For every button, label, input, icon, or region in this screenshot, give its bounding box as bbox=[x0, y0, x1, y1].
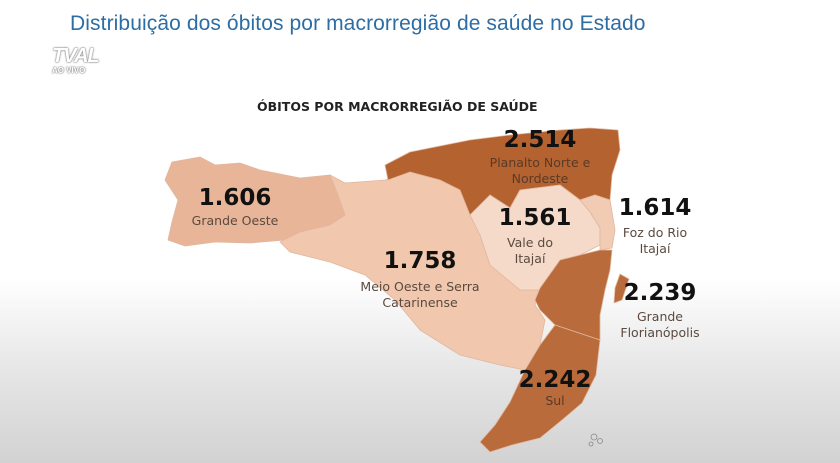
live-badge: AO VIVO bbox=[52, 66, 86, 75]
value-grande-oeste: 1.606 bbox=[198, 185, 272, 211]
region-grande-florianopolis-island[interactable] bbox=[613, 273, 630, 304]
label-planalto-norte: Planalto Norte e Nordeste bbox=[489, 155, 591, 186]
region-sul[interactable] bbox=[479, 324, 601, 453]
label-grande-oeste: Grande Oeste bbox=[191, 213, 279, 228]
map-subtitle: ÓBITOS POR MACRORREGIÃO DE SAÚDE bbox=[257, 99, 538, 114]
label-foz-rio-itajai: Foz do Rio Itajaí bbox=[622, 225, 688, 256]
region-grande-florianopolis[interactable] bbox=[534, 249, 613, 341]
value-sul: 2.242 bbox=[518, 367, 592, 393]
page-title: Distribuição dos óbitos por macrorregião… bbox=[70, 12, 646, 35]
broadcaster-logo: TVAL AO VIVO bbox=[52, 46, 104, 80]
label-vale-itajai: Vale do Itajaí bbox=[507, 235, 553, 266]
value-vale-itajai: 1.561 bbox=[498, 205, 572, 231]
value-meio-oeste: 1.758 bbox=[383, 248, 457, 274]
label-sul: Sul bbox=[545, 393, 565, 408]
region-foz-rio-itajai[interactable] bbox=[579, 194, 616, 251]
label-grande-florianopolis: Grande Florianópolis bbox=[620, 309, 700, 340]
label-meio-oeste: Meio Oeste e Serra Catarinense bbox=[360, 279, 480, 310]
value-planalto-norte: 2.514 bbox=[503, 127, 577, 153]
small-islands bbox=[588, 433, 603, 447]
value-foz-rio-itajai: 1.614 bbox=[618, 195, 692, 221]
value-grande-florianopolis: 2.239 bbox=[623, 280, 697, 306]
